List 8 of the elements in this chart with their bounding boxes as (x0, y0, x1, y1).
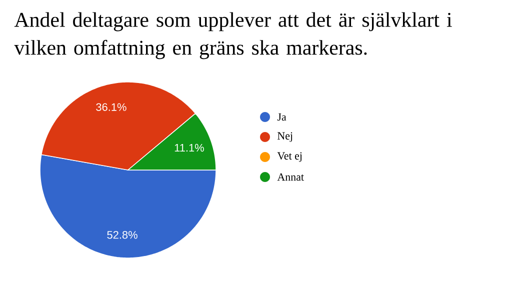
legend-label: Annat (277, 173, 304, 181)
legend-label: Nej (278, 132, 292, 142)
legend-label: Ja (277, 113, 286, 121)
data-label: 36.1% (96, 103, 126, 111)
data-label: 11.1% (174, 144, 204, 152)
data-label: 52.8% (107, 231, 138, 239)
chart-title: Andel deltagare som upplever att det är självklart i vilken omfattning en gräns ska markeras. (14, 12, 452, 60)
legend-label: Vet ej (277, 152, 302, 162)
